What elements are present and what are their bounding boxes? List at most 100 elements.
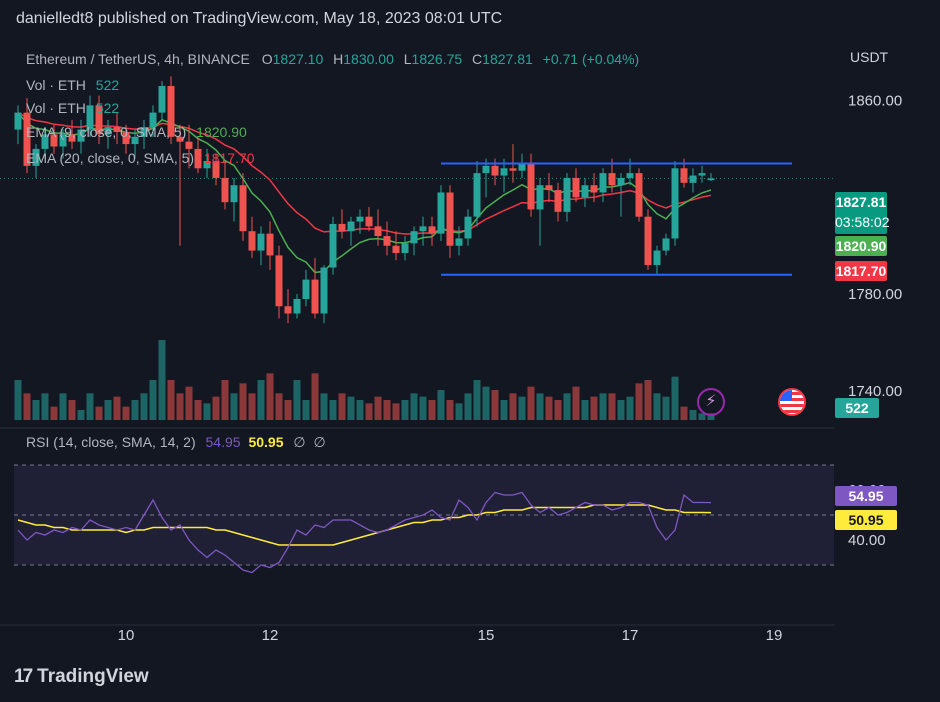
volume-bar	[140, 393, 148, 420]
volume-bar	[599, 393, 607, 420]
lightning-icon[interactable]: ⚡	[697, 388, 725, 416]
candle-body	[23, 112, 31, 166]
volume-bar	[482, 386, 490, 420]
open-label: O	[261, 51, 273, 67]
ema9-legend[interactable]: EMA (9, close, 0, SMA, 5) 1820.90	[26, 124, 247, 140]
volume-bar	[23, 393, 31, 420]
volume-label: Vol · ETH	[26, 100, 86, 116]
volume-bar	[644, 380, 652, 420]
candle-body	[14, 112, 22, 130]
candle-body	[590, 185, 598, 193]
candle-body	[293, 298, 301, 314]
ema20-legend[interactable]: EMA (20, close, 0, SMA, 5) 1817.70	[26, 150, 255, 166]
candle-body	[374, 226, 382, 237]
volume-bar	[590, 396, 598, 420]
time-tick-label: 15	[478, 627, 495, 644]
candle-body	[248, 231, 256, 251]
volume-bar	[491, 390, 499, 420]
candle-body	[437, 192, 445, 234]
rsi-ma-badge: 50.95	[835, 510, 897, 530]
candle-body	[86, 105, 94, 130]
volume-bar	[626, 396, 634, 420]
candle-body	[500, 168, 508, 176]
ema20-label: EMA (20, close, 0, SMA, 5)	[26, 150, 195, 166]
candle-body	[473, 173, 481, 217]
candle-body	[302, 279, 310, 299]
high-label: H	[333, 51, 344, 67]
volume-value: 522	[95, 100, 120, 116]
volume-bar	[392, 403, 400, 420]
volume-bar	[581, 400, 589, 420]
low-label: L	[403, 51, 412, 67]
volume-legend-2[interactable]: Vol · ETH 522	[26, 100, 119, 116]
rsi-label: RSI (14, close, SMA, 14, 2)	[26, 434, 196, 450]
rsi-ma-value: 50.95	[248, 434, 284, 450]
change-value: +0.71 (+0.04%)	[542, 51, 640, 67]
volume-bar	[464, 393, 472, 420]
volume-bar	[266, 373, 274, 420]
volume-bar	[608, 393, 616, 420]
candle-body	[599, 173, 607, 193]
volume-bar	[167, 380, 175, 420]
candle-body	[338, 223, 346, 232]
candle-body	[554, 190, 562, 212]
volume-bar	[518, 396, 526, 420]
candle-body	[563, 177, 571, 212]
volume-bar	[221, 380, 229, 420]
ema9-label: EMA (9, close, 0, SMA, 5)	[26, 124, 187, 140]
volume-bar	[311, 373, 319, 420]
candle-body	[428, 226, 436, 234]
volume-bar	[77, 410, 85, 420]
volume-bar	[275, 393, 283, 420]
volume-legend-1[interactable]: Vol · ETH 522	[26, 77, 119, 93]
candle-body	[671, 168, 679, 239]
price-tick-label: 1740.00	[848, 383, 902, 400]
volume-label: Vol · ETH	[26, 77, 86, 93]
volume-bar	[230, 393, 238, 420]
publish-header: danielledt8 published on TradingView.com…	[16, 10, 503, 27]
tradingview-logo[interactable]: 17 TradingView	[14, 666, 149, 688]
candle-body	[653, 250, 661, 266]
candle-body	[689, 175, 697, 183]
volume-bar	[572, 386, 580, 420]
time-tick-label: 19	[766, 627, 783, 644]
volume-bar	[104, 400, 112, 420]
ema9-value: 1820.90	[196, 124, 247, 140]
last-price-badge: 1827.81 03:58:02	[835, 192, 890, 234]
volume-bar	[239, 383, 247, 420]
candle-body	[626, 173, 634, 178]
volume-bar	[158, 340, 166, 420]
candle-body	[131, 136, 139, 145]
candle-body	[644, 216, 652, 266]
volume-bar	[536, 393, 544, 420]
volume-bar	[554, 400, 562, 420]
candle-body	[455, 238, 463, 246]
volume-bar	[203, 403, 211, 420]
candle-body	[509, 168, 517, 171]
candle-body	[635, 173, 643, 217]
volume-bar	[563, 393, 571, 420]
ema9-price-badge: 1820.90	[835, 236, 887, 256]
volume-bar	[473, 380, 481, 420]
volume-bar	[356, 400, 364, 420]
volume-bar	[374, 396, 382, 420]
volume-bar	[50, 406, 58, 420]
volume-bar	[707, 413, 715, 420]
volume-bar	[293, 380, 301, 420]
us-flag-icon[interactable]	[778, 388, 806, 416]
candle-body	[185, 141, 193, 149]
volume-bar	[257, 380, 265, 420]
volume-bar	[185, 386, 193, 420]
rsi-tick-label: 40.00	[848, 532, 886, 549]
rsi-legend[interactable]: RSI (14, close, SMA, 14, 2) 54.95 50.95 …	[26, 434, 326, 451]
volume-bar	[509, 393, 517, 420]
candle-body	[581, 185, 589, 198]
candle-body	[203, 161, 211, 169]
symbol-legend: Ethereum / TetherUS, 4h, BINANCE O1827.1…	[26, 51, 639, 67]
candle-body	[383, 236, 391, 246]
candle-body	[365, 216, 373, 227]
volume-bar	[653, 393, 661, 420]
volume-bar	[500, 400, 508, 420]
candle-body	[113, 127, 121, 132]
